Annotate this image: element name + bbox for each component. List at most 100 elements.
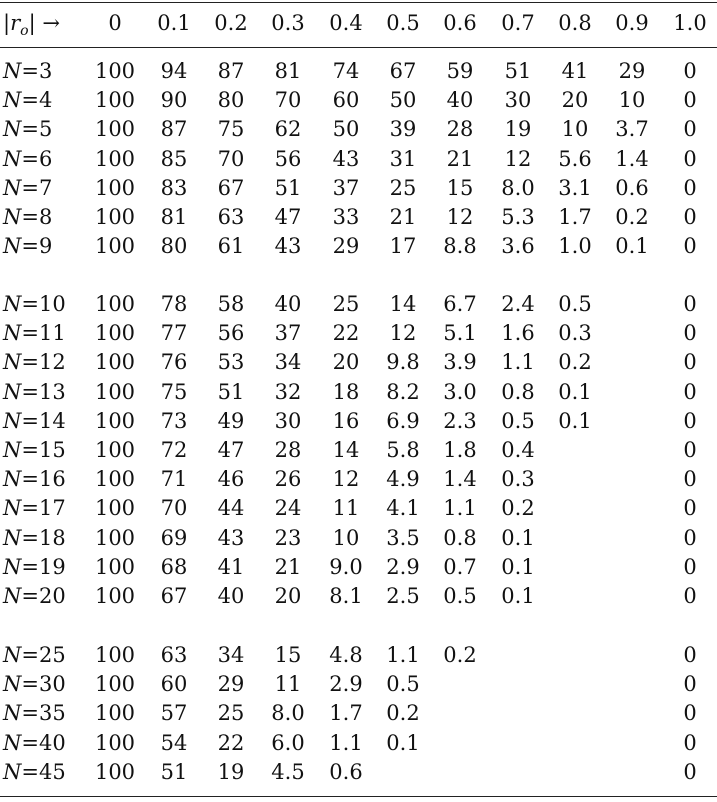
- row-label: N=4: [3, 88, 53, 113]
- header-col: 1.0: [673, 11, 707, 35]
- table-cell: 9.8: [386, 350, 420, 375]
- header-col: 0.1: [157, 11, 191, 35]
- table-cell: [545, 758, 605, 787]
- table-cell: 18: [332, 379, 360, 404]
- table-cell: 0.1: [501, 584, 535, 608]
- table-cell: 2.3: [443, 408, 477, 433]
- table-cell: 0: [683, 408, 697, 433]
- table-cell: 14: [332, 438, 360, 462]
- table-cell: [545, 553, 605, 582]
- table-cell: 22: [217, 730, 245, 755]
- table-cell: 0: [683, 701, 697, 726]
- table-cell: 87: [217, 59, 245, 83]
- table-cell: 59: [446, 59, 474, 83]
- table-cell: 0.3: [558, 321, 592, 346]
- table-cell: [545, 670, 605, 699]
- table-cell: 100: [94, 467, 136, 492]
- table-cell: [602, 582, 662, 611]
- table-cell: 100: [94, 584, 136, 608]
- table-cell: 83: [160, 175, 188, 200]
- table-cell: [602, 758, 662, 787]
- table-cell: 1.4: [443, 467, 477, 492]
- table-cell: [602, 319, 662, 348]
- row-label: N=30: [3, 672, 66, 697]
- table-cell: 3.0: [443, 379, 477, 404]
- header-col: 0.8: [558, 11, 592, 35]
- table-cell: 100: [94, 117, 136, 142]
- table-cell: 100: [94, 701, 136, 726]
- table-cell: 19: [217, 759, 245, 784]
- table-cell: 21: [274, 554, 302, 579]
- table-cell: 50: [389, 88, 417, 113]
- table-cell: 81: [160, 205, 188, 229]
- header-col: 0.9: [615, 11, 649, 35]
- table-cell: 0.1: [501, 525, 535, 550]
- table-cell: 28: [446, 117, 474, 142]
- table-cell: 34: [274, 350, 302, 375]
- table-cell: 5.6: [558, 146, 592, 171]
- table-row: N=18 100 69 43 23 10 3.5 0.8 0.1 0: [0, 524, 717, 553]
- table-cell: 26: [274, 467, 302, 492]
- table-cell: 33: [332, 205, 360, 229]
- table-cell: 0: [683, 730, 697, 755]
- top-rule: [0, 2, 717, 3]
- table-cell: [545, 729, 605, 758]
- table-cell: 2.9: [329, 672, 363, 697]
- table-cell: 0.8: [501, 379, 535, 404]
- table-cell: 11: [332, 496, 360, 521]
- table-cell: 100: [94, 88, 136, 113]
- table-cell: 100: [94, 672, 136, 697]
- table-cell: 23: [274, 525, 302, 550]
- row-label: N=6: [3, 146, 53, 171]
- row-label: N=9: [3, 234, 53, 259]
- table-cell: 100: [94, 438, 136, 462]
- table-cell: 62: [274, 117, 302, 142]
- table-cell: 51: [217, 379, 245, 404]
- table-cell: 57: [160, 701, 188, 726]
- table-cell: 39: [389, 117, 417, 142]
- table-row: N=15 100 72 47 28 14 5.8 1.8 0.4 0: [0, 436, 717, 465]
- table-row: N=10 100 78 58 40 25 14 6.7 2.4 0.5 0: [0, 290, 717, 319]
- table-cell: 61: [217, 234, 245, 259]
- table-row: N=11 100 77 56 37 22 12 5.1 1.6 0.3 0: [0, 319, 717, 348]
- table-cell: 0: [683, 379, 697, 404]
- table-cell: 0.7: [443, 554, 477, 579]
- header-col: 0.2: [214, 11, 248, 35]
- table-cell: 1.8: [443, 438, 477, 462]
- table-cell: 0.5: [501, 408, 535, 433]
- table-cell: 0.1: [558, 379, 592, 404]
- table-cell: [430, 729, 490, 758]
- table-row: N=6 100 85 70 56 43 31 21 12 5.6 1.4 0: [0, 145, 717, 174]
- table-cell: 0: [683, 584, 697, 608]
- table-cell: 100: [94, 525, 136, 550]
- table-cell: [430, 670, 490, 699]
- table-cell: 1.7: [558, 205, 592, 229]
- table-cell: 76: [160, 350, 188, 375]
- table-cell: 0.5: [443, 584, 477, 608]
- row-label: N=5: [3, 117, 53, 142]
- row-label: N=15: [3, 438, 66, 462]
- row-label: N=40: [3, 730, 66, 755]
- table-cell: 3.7: [615, 117, 649, 142]
- table-cell: 0: [683, 88, 697, 113]
- table-cell: 34: [217, 643, 245, 667]
- table-cell: 0.3: [501, 467, 535, 492]
- table-cell: 71: [160, 467, 188, 492]
- header-col: 0: [108, 11, 122, 35]
- table-cell: 77: [160, 321, 188, 346]
- table-cell: 6.9: [386, 408, 420, 433]
- table-cell: 21: [446, 146, 474, 171]
- table-cell: 8.8: [443, 234, 477, 259]
- table-cell: 29: [217, 672, 245, 697]
- table-cell: 67: [217, 175, 245, 200]
- table-cell: 41: [561, 59, 589, 83]
- table-cell: 0.1: [558, 408, 592, 433]
- table-cell: 0: [683, 525, 697, 550]
- table-cell: 63: [160, 643, 188, 667]
- table-cell: [488, 729, 548, 758]
- row-label: N=20: [3, 584, 66, 608]
- table-cell: 60: [160, 672, 188, 697]
- table-cell: 29: [618, 59, 646, 83]
- table-cell: 20: [274, 584, 302, 608]
- table-cell: 20: [561, 88, 589, 113]
